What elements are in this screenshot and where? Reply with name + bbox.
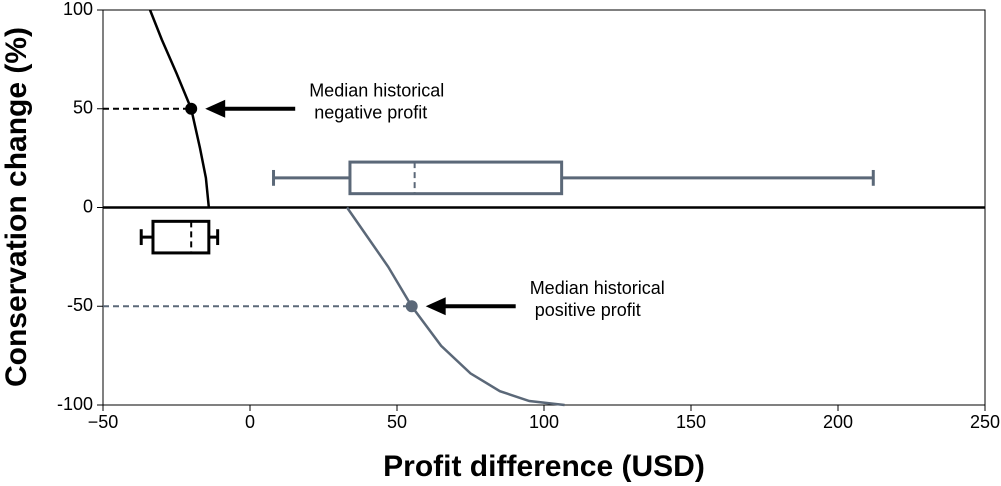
y-tick-label: 100 (63, 0, 93, 19)
x-tick-label: −50 (88, 412, 119, 432)
arrow-head (425, 297, 446, 316)
curve (345, 206, 565, 407)
y-tick-label: 50 (73, 98, 93, 118)
x-tick-label: 250 (970, 412, 1000, 432)
x-tick-label: 50 (387, 412, 407, 432)
y-tick-label: -50 (67, 295, 93, 315)
x-tick-label: 150 (676, 412, 706, 432)
x-tick-label: 100 (529, 412, 559, 432)
annotation: Median historical (309, 81, 444, 101)
arrow-head (205, 99, 226, 118)
y-tick-label: -100 (57, 394, 93, 414)
x-axis-title: Profit difference (USD) (383, 450, 705, 483)
x-tick-label: 200 (823, 412, 853, 432)
x-tick-label: 0 (245, 412, 255, 432)
y-tick-label: 0 (83, 196, 93, 216)
box (151, 219, 211, 255)
annotation: positive profit (530, 300, 641, 320)
median-point (405, 300, 418, 313)
y-axis-title: Conservation change (%) (0, 27, 33, 387)
median-point (185, 102, 198, 115)
annotation: negative profit (309, 103, 427, 123)
annotation: Median historical (530, 278, 665, 298)
box (348, 160, 564, 196)
